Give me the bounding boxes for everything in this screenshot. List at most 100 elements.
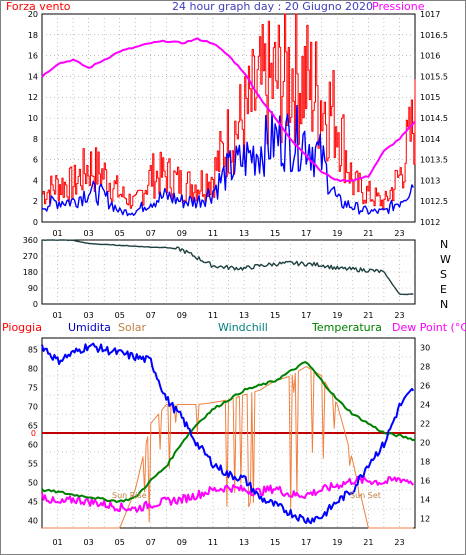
y-left-tick-label: 2 xyxy=(33,197,38,206)
x-tick-label: 01 xyxy=(52,311,62,320)
humidity-series xyxy=(41,342,415,525)
y-right-tick-label: 1016.5 xyxy=(420,31,448,40)
dewpoint-series xyxy=(41,475,415,513)
x-tick-label: 15 xyxy=(270,538,280,547)
x-tick-label: 15 xyxy=(270,229,280,238)
y-left-tick-label: 0 xyxy=(33,218,38,227)
windchill-label: Windchill xyxy=(218,321,268,334)
wind-average-series xyxy=(41,104,415,217)
y-left-tick-label: 20 xyxy=(28,10,38,19)
y-left-tick-label: 12 xyxy=(28,93,38,102)
x-tick-label: 15 xyxy=(270,311,280,320)
humidity-tick-label: 75 xyxy=(28,383,38,392)
rain-zero-label: 0 xyxy=(31,429,36,438)
humidity-tick-label: 70 xyxy=(28,402,38,411)
sunrise-label: Sun Rise xyxy=(112,491,147,500)
x-tick-label: 01 xyxy=(52,229,62,238)
x-tick-label: 09 xyxy=(177,311,187,320)
direction-tick-label: 270 xyxy=(23,252,38,261)
temperature-tick-label: 28 xyxy=(420,363,430,372)
x-tick-label: 03 xyxy=(84,229,94,238)
temperature-tick-label: 24 xyxy=(420,401,430,410)
wind-direction-series xyxy=(41,239,414,296)
sunset-label: Sun Set xyxy=(350,491,381,500)
humidity-tick-label: 55 xyxy=(28,459,38,468)
y-left-tick-label: 8 xyxy=(33,135,38,144)
humidity-label: Umidita xyxy=(68,321,111,334)
temperature-tick-label: 30 xyxy=(420,344,430,353)
temperature-tick-label: 18 xyxy=(420,458,430,467)
wind-label: Forza vento xyxy=(6,0,71,13)
dewpoint-label: Dew Point (°C) xyxy=(392,321,466,334)
x-tick-label: 03 xyxy=(84,311,94,320)
compass-label: S xyxy=(440,268,447,281)
y-right-tick-label: 1012 xyxy=(420,218,440,227)
x-tick-label: 19 xyxy=(332,538,342,547)
humidity-tick-label: 85 xyxy=(28,345,38,354)
humidity-tick-label: 50 xyxy=(28,478,38,487)
x-tick-label: 13 xyxy=(239,229,249,238)
y-left-tick-label: 14 xyxy=(28,72,38,81)
compass-label: W xyxy=(440,253,451,266)
y-right-tick-label: 1016 xyxy=(420,52,440,61)
x-tick-label: 21 xyxy=(363,229,373,238)
direction-tick-label: 180 xyxy=(23,268,38,277)
y-right-tick-label: 1013 xyxy=(420,176,440,185)
direction-tick-label: 360 xyxy=(23,236,38,245)
wind-gust-series xyxy=(42,13,416,211)
wind-pressure-chart: 0246810121416182010121012.510131013.5101… xyxy=(28,10,448,238)
temperature-tick-label: 16 xyxy=(420,477,430,486)
y-right-tick-label: 1015 xyxy=(420,93,440,102)
x-tick-label: 05 xyxy=(115,538,125,547)
chart-title: 24 hour graph day : 20 Giugno 2020 xyxy=(172,0,373,13)
y-right-tick-label: 1017 xyxy=(420,10,440,19)
y-right-tick-label: 1012.5 xyxy=(420,197,448,206)
x-tick-label: 13 xyxy=(239,538,249,547)
x-tick-label: 05 xyxy=(115,229,125,238)
solar-label: Solar xyxy=(118,321,147,334)
x-tick-label: 09 xyxy=(177,229,187,238)
direction-tick-label: 0 xyxy=(33,300,38,309)
direction-tick-label: 90 xyxy=(28,284,38,293)
humidity-tick-label: 45 xyxy=(28,497,38,506)
x-tick-label: 13 xyxy=(239,311,249,320)
humidity-tick-label: 40 xyxy=(28,516,38,525)
y-right-tick-label: 1015.5 xyxy=(420,72,448,81)
x-tick-label: 23 xyxy=(394,538,404,547)
x-tick-label: 11 xyxy=(208,538,218,547)
pressure-label: Pressione xyxy=(372,0,425,13)
humidity-tick-label: 80 xyxy=(28,364,38,373)
temperature-series xyxy=(41,361,416,504)
temperature-tick-label: 20 xyxy=(420,439,430,448)
humidity-tick-label: 60 xyxy=(28,440,38,449)
pressure-series xyxy=(41,37,416,183)
x-tick-label: 11 xyxy=(208,229,218,238)
x-tick-label: 07 xyxy=(146,229,156,238)
y-left-tick-label: 16 xyxy=(28,52,38,61)
x-tick-label: 21 xyxy=(363,538,373,547)
x-tick-label: 17 xyxy=(301,311,311,320)
y-left-tick-label: 10 xyxy=(28,114,38,123)
x-tick-label: 17 xyxy=(301,538,311,547)
temperature-label: Temperatura xyxy=(311,321,382,334)
x-tick-label: 21 xyxy=(363,311,373,320)
y-left-tick-label: 18 xyxy=(28,31,38,40)
temperature-tick-label: 14 xyxy=(420,496,430,505)
x-tick-label: 01 xyxy=(52,538,62,547)
x-tick-label: 23 xyxy=(394,229,404,238)
x-tick-label: 07 xyxy=(146,311,156,320)
temperature-tick-label: 22 xyxy=(420,420,430,429)
y-left-tick-label: 6 xyxy=(33,156,38,165)
x-tick-label: 23 xyxy=(394,311,404,320)
x-tick-label: 03 xyxy=(84,538,94,547)
x-tick-label: 05 xyxy=(115,311,125,320)
y-right-tick-label: 1014.5 xyxy=(420,114,448,123)
temperature-tick-label: 12 xyxy=(420,515,430,524)
compass-label: E xyxy=(440,283,447,296)
solar-series xyxy=(42,366,414,529)
compass-label: N xyxy=(440,298,448,311)
x-tick-label: 19 xyxy=(332,229,342,238)
